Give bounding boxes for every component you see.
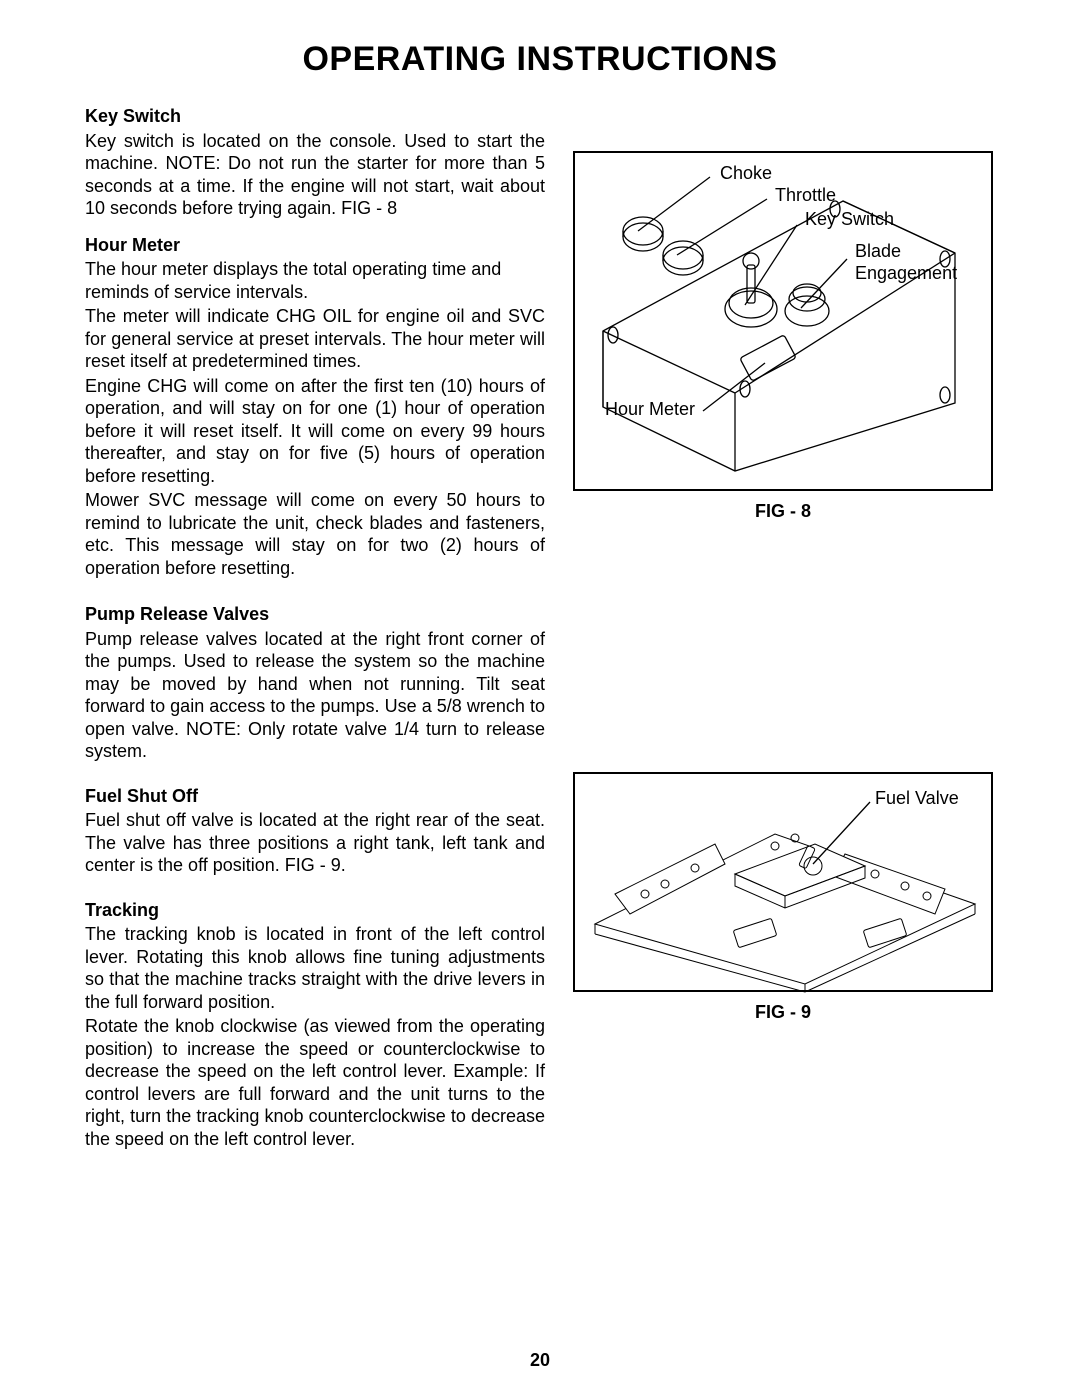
figure-9-caption: FIG - 9 [573, 1002, 993, 1023]
left-column: Key Switch Key switch is located on the … [85, 105, 545, 1164]
label-blade: Blade [855, 241, 901, 261]
body-tracking-2: Rotate the knob clockwise (as viewed fro… [85, 1015, 545, 1150]
body-hour-meter-1: The hour meter displays the total operat… [85, 258, 545, 303]
page: OPERATING INSTRUCTIONS Key Switch Key sw… [0, 0, 1080, 1397]
figure-8-wrap: Choke Throttle Key Switch Blade Engageme… [573, 151, 993, 522]
figure-8-caption: FIG - 8 [573, 501, 993, 522]
label-fuel-valve: Fuel Valve [875, 788, 959, 808]
heading-tracking: Tracking [85, 899, 545, 922]
label-hour-meter: Hour Meter [605, 399, 695, 419]
body-hour-meter-4: Mower SVC message will come on every 50 … [85, 489, 545, 579]
body-fuel-shut-off: Fuel shut off valve is located at the ri… [85, 809, 545, 877]
fuel-valve-diagram-icon: Fuel Valve [575, 774, 995, 994]
page-title: OPERATING INSTRUCTIONS [85, 40, 995, 79]
heading-key-switch: Key Switch [85, 105, 545, 128]
two-column-layout: Key Switch Key switch is located on the … [85, 105, 995, 1164]
right-column: Choke Throttle Key Switch Blade Engageme… [573, 105, 993, 1164]
body-hour-meter-2: The meter will indicate CHG OIL for engi… [85, 305, 545, 373]
heading-hour-meter: Hour Meter [85, 234, 545, 257]
page-number: 20 [0, 1350, 1080, 1371]
figure-9-wrap: Fuel Valve FIG - 9 [573, 772, 993, 1023]
label-key-switch: Key Switch [805, 209, 894, 229]
heading-fuel-shut-off: Fuel Shut Off [85, 785, 545, 808]
body-hour-meter-3: Engine CHG will come on after the first … [85, 375, 545, 488]
label-choke: Choke [720, 163, 772, 183]
label-engagement: Engagement [855, 263, 957, 283]
heading-pump-release: Pump Release Valves [85, 603, 545, 626]
body-tracking-1: The tracking knob is located in front of… [85, 923, 545, 1013]
figure-9-box: Fuel Valve [573, 772, 993, 992]
console-diagram-icon: Choke Throttle Key Switch Blade Engageme… [575, 153, 995, 493]
body-pump-release: Pump release valves located at the right… [85, 628, 545, 763]
label-throttle: Throttle [775, 185, 836, 205]
body-key-switch: Key switch is located on the console. Us… [85, 130, 545, 220]
figure-8-box: Choke Throttle Key Switch Blade Engageme… [573, 151, 993, 491]
